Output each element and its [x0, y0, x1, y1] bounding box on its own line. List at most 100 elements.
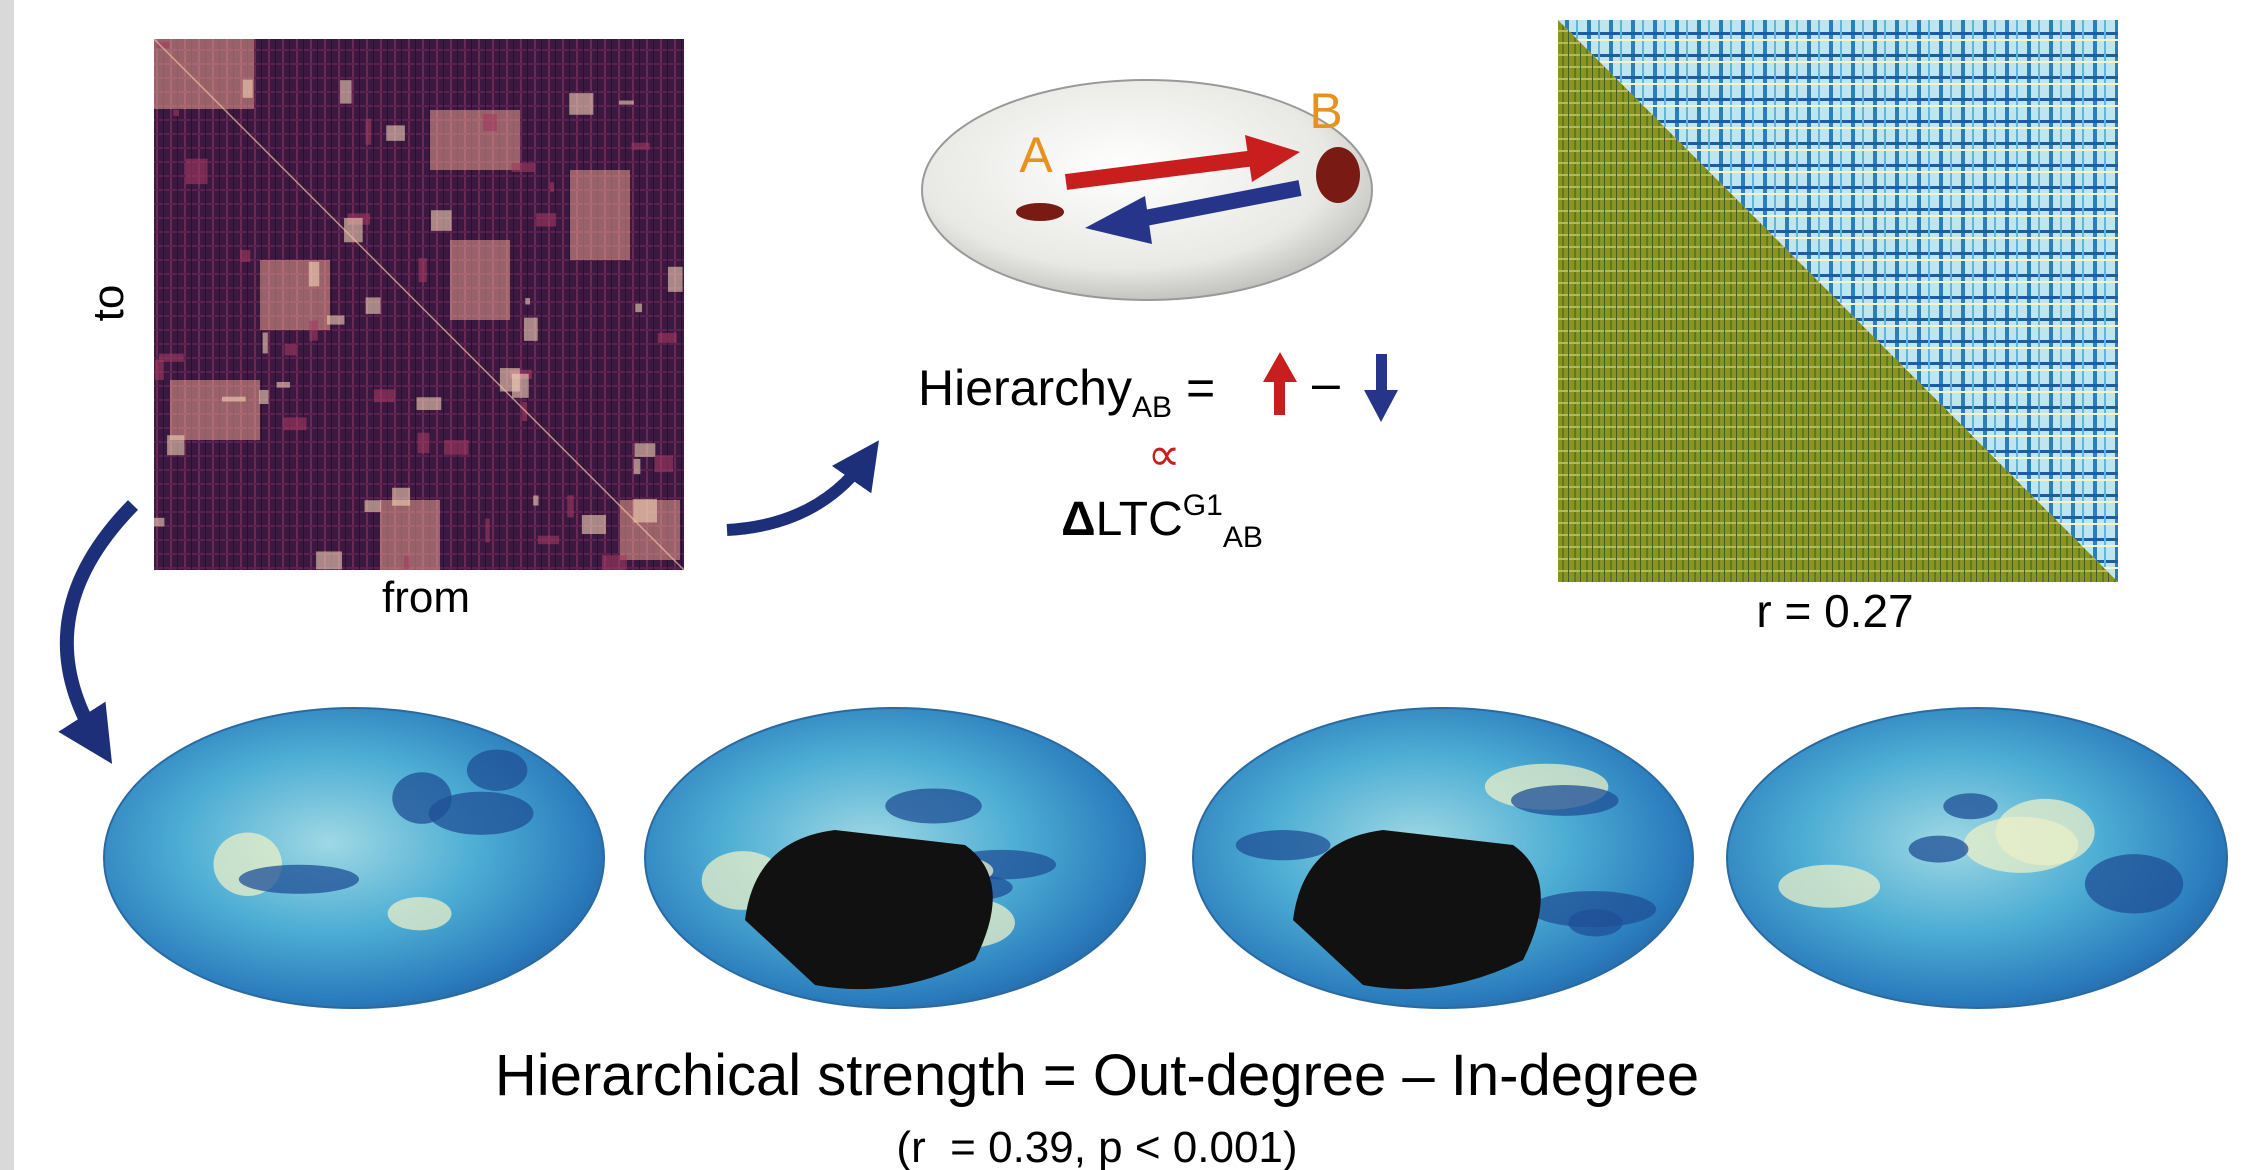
matrix-speck — [658, 333, 677, 343]
brain-patch — [1236, 830, 1331, 860]
hierarchy-word: Hierarchy — [918, 360, 1132, 416]
matrix-speck — [635, 443, 656, 457]
matrix-speck — [567, 495, 573, 517]
matrix-speck — [404, 556, 410, 569]
matrix-speck — [569, 93, 593, 115]
matrix-speck — [632, 143, 650, 150]
matrix-speck — [512, 163, 535, 172]
region-b-patch — [1316, 147, 1360, 203]
matrix-speck — [419, 258, 427, 282]
matrix-speck — [538, 536, 559, 545]
axis-label-to: to — [84, 285, 133, 322]
matrix-speck — [309, 321, 317, 341]
matrix-speck — [186, 159, 208, 184]
side-strip — [0, 0, 14, 1170]
matrix-speck — [365, 500, 381, 512]
matrix-speck — [485, 519, 489, 543]
matrix-speck — [525, 298, 530, 304]
matrix-speck — [154, 518, 164, 527]
matrix-block — [430, 110, 520, 170]
brain-patch — [1778, 865, 1880, 908]
matrix-speck — [633, 499, 657, 522]
equation-lhs: HierarchyAB = — [918, 360, 1215, 424]
matrix-speck — [374, 389, 395, 402]
matrix-block — [260, 260, 330, 330]
matrix-speck — [259, 390, 268, 404]
matrix-speck — [524, 318, 538, 341]
brain-patch — [467, 749, 528, 790]
brain-patch — [388, 897, 452, 930]
matrix-speck — [340, 80, 352, 103]
matrix-speck — [240, 250, 250, 262]
brain-surface — [922, 80, 1372, 300]
matrix-speck — [418, 433, 430, 454]
matrix-speck — [366, 297, 381, 313]
matrix-block — [450, 240, 510, 320]
equation-minus: – — [1312, 355, 1340, 411]
matrix-speck — [366, 119, 372, 145]
matrix-speck — [602, 555, 627, 570]
matrix-speck — [327, 315, 345, 324]
matrix-speck — [634, 459, 641, 474]
matrix-speck — [285, 344, 297, 355]
matrix-speck — [173, 110, 179, 116]
matrix-speck — [283, 417, 306, 430]
brain-views — [104, 708, 2227, 1008]
matrix-speck — [263, 332, 268, 353]
matrix-speck — [417, 397, 442, 410]
matrix-speck — [668, 267, 683, 292]
matrix-speck — [243, 80, 253, 98]
page: to from A B HierarchyAB= – ∝ ΔLTCG1AB r … — [0, 0, 2251, 1170]
matrix-speck — [159, 354, 184, 362]
matrix-speck — [550, 182, 554, 191]
matrix-speck — [386, 125, 405, 140]
proportional-sign: ∝ — [1148, 428, 1181, 480]
matrix-speck — [277, 382, 290, 388]
brain-patch — [392, 772, 451, 824]
matrix-speck — [155, 360, 164, 380]
correlation-label: r = 0.27 — [1756, 585, 1913, 637]
brain-patch — [1909, 836, 1969, 863]
hierarchy-subscript: AB — [1132, 391, 1172, 424]
ltc-subscript: AB — [1223, 521, 1263, 554]
region-label-b: B — [1309, 83, 1342, 139]
curved-arrow — [727, 456, 868, 530]
brain-surface — [104, 708, 604, 1008]
ltc-word: LTC — [1096, 493, 1183, 546]
up-arrow — [1263, 352, 1297, 415]
region-label-a: A — [1019, 127, 1053, 183]
matrix-speck — [635, 304, 642, 313]
caption-stats: (r = 0.39, p < 0.001) — [896, 1123, 1297, 1170]
matrix-speck — [483, 114, 497, 131]
matrix-block — [380, 500, 440, 570]
matrix-speck — [444, 440, 469, 455]
matrix-speck — [392, 488, 410, 506]
curved-arrow — [67, 505, 133, 745]
matrix-speck — [533, 495, 538, 505]
axis-label-from: from — [382, 573, 470, 622]
matrix-speck — [654, 455, 673, 472]
matrix-speck — [536, 213, 556, 226]
similarity-matrix — [1558, 20, 2118, 582]
brain-patch — [2085, 854, 2183, 913]
matrix-block — [154, 39, 254, 109]
brain-patch — [885, 788, 981, 823]
brain-patch — [1996, 799, 2095, 865]
matrix-speck — [431, 210, 452, 231]
matrix-speck — [167, 435, 184, 455]
brain-patch — [1511, 785, 1619, 816]
matrix-block — [170, 380, 260, 440]
equals-sign: = — [1186, 360, 1215, 416]
matrix-speck — [222, 397, 246, 402]
equation-rhs: ΔLTCG1AB — [1061, 489, 1263, 554]
matrix-block — [570, 170, 630, 260]
matrix-speck — [582, 515, 606, 534]
delta-symbol: Δ — [1061, 493, 1096, 546]
brain-schematic: A B — [922, 80, 1372, 300]
brain-patch — [239, 865, 359, 894]
matrix-speck — [309, 262, 319, 287]
brain-patch — [1943, 793, 1997, 819]
down-arrow — [1364, 354, 1398, 422]
caption-title: Hierarchical strength = Out-degree – In-… — [495, 1043, 1699, 1108]
figure: to from A B HierarchyAB= – ∝ ΔLTCG1AB r … — [0, 0, 2251, 1170]
